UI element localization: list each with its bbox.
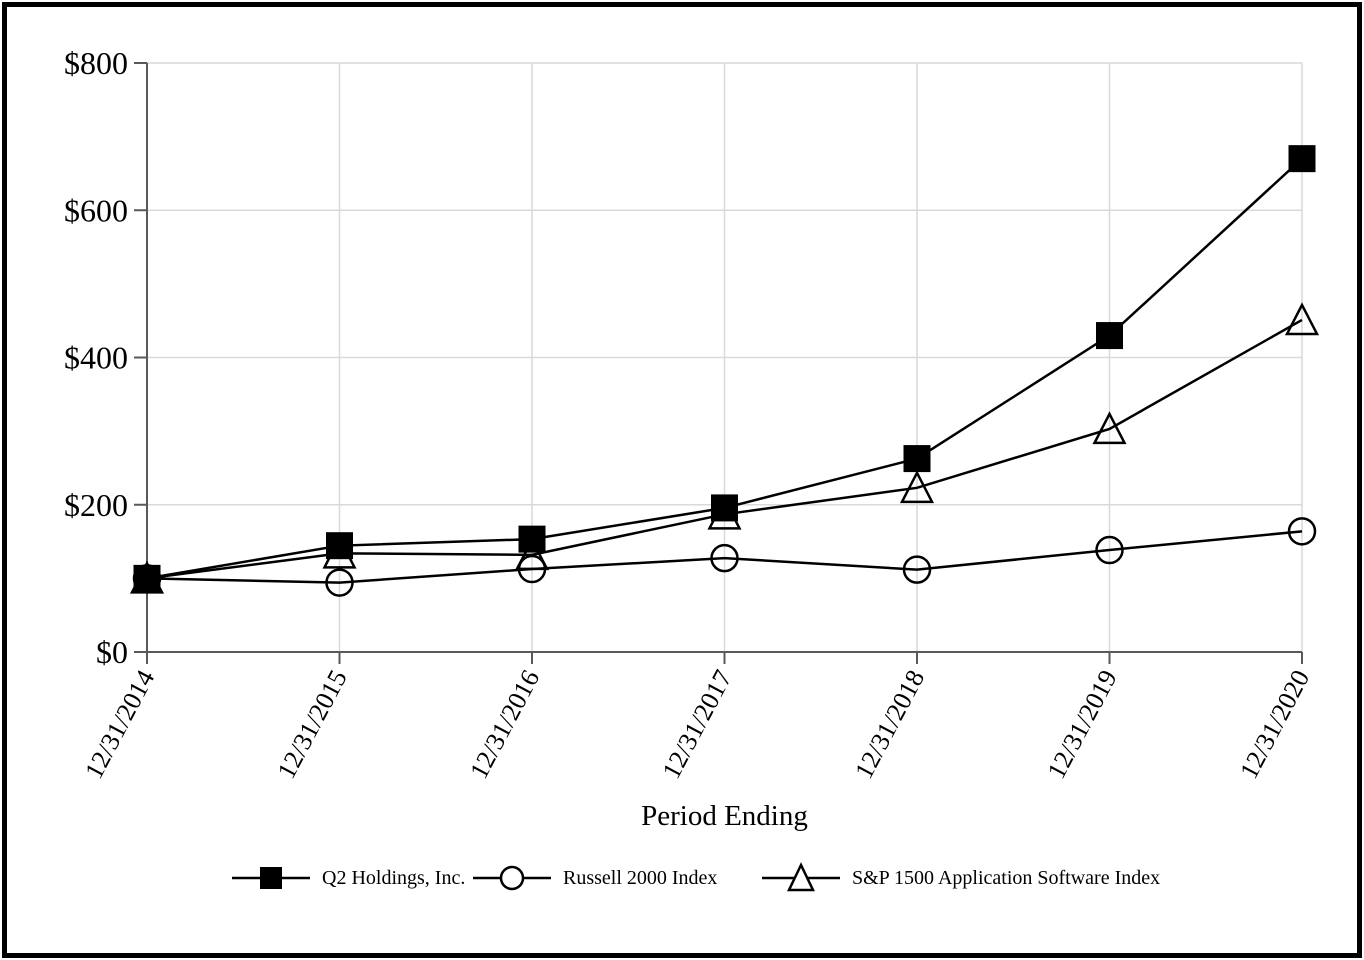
y-tick-label: $600 bbox=[64, 192, 128, 228]
x-tick-label: 12/31/2020 bbox=[1234, 665, 1315, 783]
y-tick-label: $400 bbox=[64, 340, 128, 376]
x-tick-label: 12/31/2015 bbox=[272, 665, 353, 783]
axes bbox=[134, 62, 1303, 664]
gridlines bbox=[146, 62, 1303, 652]
square-marker-icon bbox=[1096, 322, 1123, 350]
square-marker-icon bbox=[1288, 145, 1316, 173]
x-axis-title: Period Ending bbox=[641, 800, 808, 832]
y-axis-tick-labels: $0 $200 $400 $600 $800 bbox=[64, 45, 128, 670]
square-marker-icon bbox=[518, 525, 546, 553]
y-tick-label: $0 bbox=[96, 634, 128, 670]
y-tick-label: $200 bbox=[64, 487, 128, 523]
series-square bbox=[133, 145, 1316, 592]
x-tick-label: 12/31/2016 bbox=[464, 665, 545, 783]
triangle-marker-icon bbox=[1284, 302, 1320, 336]
square-marker-icon bbox=[326, 532, 353, 560]
x-tick-label: 12/31/2014 bbox=[79, 665, 160, 783]
triangle-marker-icon bbox=[899, 470, 935, 504]
circle-marker-icon bbox=[517, 554, 547, 584]
square-marker-icon bbox=[133, 564, 161, 592]
circle-marker-icon bbox=[902, 555, 932, 584]
circle-marker-icon bbox=[325, 568, 354, 597]
circle-marker-icon bbox=[710, 543, 739, 573]
x-tick-label: 12/31/2019 bbox=[1042, 665, 1123, 783]
x-tick-label: 12/31/2018 bbox=[849, 665, 930, 783]
x-tick-label: 12/31/2017 bbox=[657, 665, 738, 783]
square-marker-icon bbox=[711, 494, 738, 522]
triangle-marker-icon bbox=[1092, 411, 1127, 445]
square-marker-icon bbox=[903, 445, 931, 473]
y-tick-label: $800 bbox=[64, 45, 128, 81]
x-axis-tick-labels: 12/31/2014 12/31/2015 12/31/2016 12/31/2017… bbox=[79, 665, 1315, 783]
series-line bbox=[146, 530, 1303, 584]
circle-marker-icon bbox=[1095, 535, 1124, 565]
circle-marker-icon bbox=[1287, 517, 1317, 546]
